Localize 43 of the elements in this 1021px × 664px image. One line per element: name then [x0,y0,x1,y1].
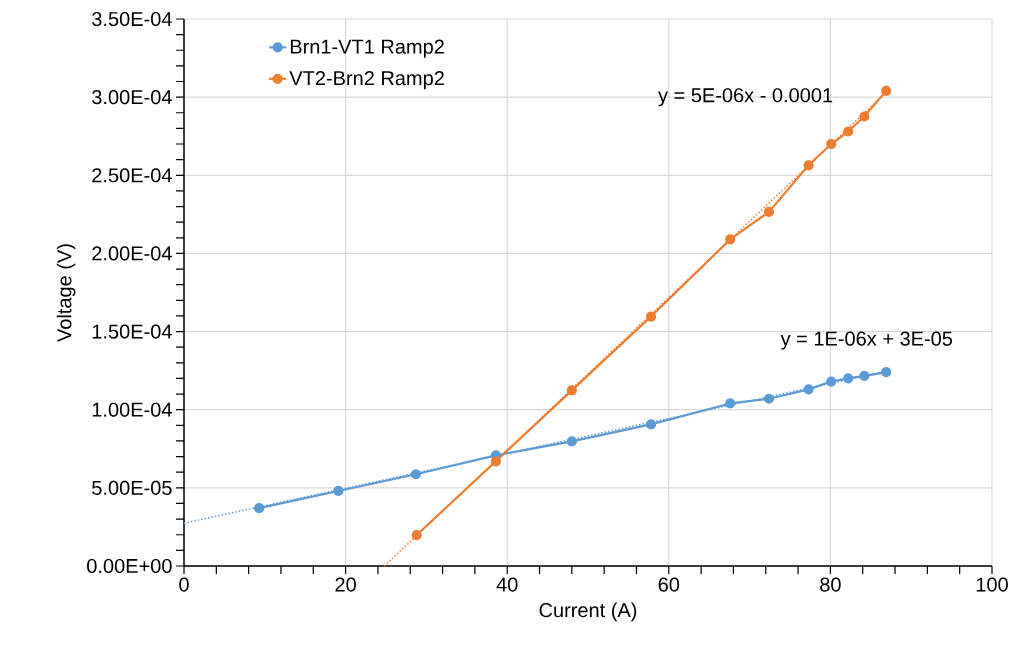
x-tick-label: 60 [658,577,680,592]
point [843,126,854,137]
point [411,529,422,541]
annotation: y = 5E-06x - 0.0001 [658,88,833,107]
point [410,469,421,480]
x-tick-label: 100 [976,577,1008,592]
x-tick-label: 40 [496,577,518,592]
point [859,370,870,382]
point [566,436,577,447]
point [645,311,657,322]
point [826,376,837,387]
point [859,111,870,122]
point [725,234,736,245]
point [803,384,814,395]
point [843,373,854,384]
point [333,485,344,497]
y-tick-label: 5.00E-05 [92,480,172,495]
point [763,393,775,404]
y-tick-label: 3.00E-04 [92,90,172,105]
x-tick-label: 20 [335,577,356,592]
y-tick-label: 0.00E+00 [87,558,172,574]
annotation: y = 1E-06x + 3E-05 [780,331,953,350]
legend-label: VT2-Brn2 Ramp2 [289,71,444,90]
y-tick-label: 1.00E-04 [92,402,172,417]
point [566,385,577,396]
point [490,456,501,467]
y-tick-label: 2.00E-04 [92,246,172,261]
point [725,398,736,409]
point [803,160,814,171]
y-tick-label: 3.50E-04 [92,11,172,27]
point [254,503,265,514]
y-tick-label: 1.50E-04 [92,324,172,339]
x-tick-label: 80 [820,577,841,592]
point [881,85,892,96]
y-tick-label: 2.50E-04 [92,168,172,183]
x-axis-title: Current (A) [539,602,637,622]
x-tick-label: 0 [179,577,189,592]
point [763,206,775,217]
legend-label: Brn1-VT1 Ramp2 [290,39,444,58]
point [826,138,837,150]
point [645,419,657,430]
point [881,367,892,378]
y-axis-title: Voltage (V) [56,244,76,342]
